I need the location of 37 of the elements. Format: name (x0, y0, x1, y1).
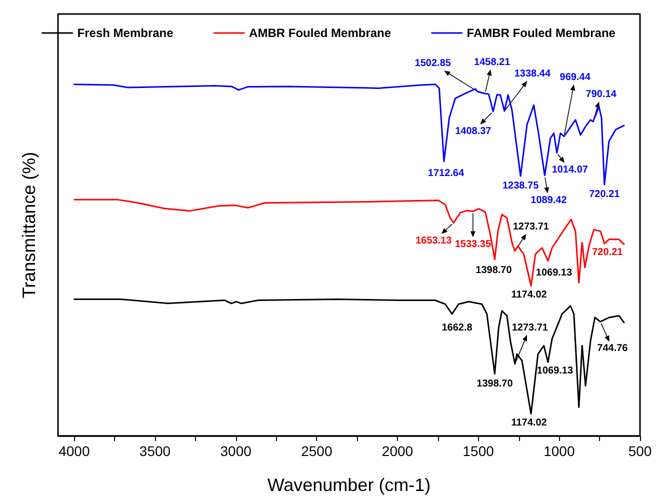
y-axis-title: Transmittance (%) (19, 152, 39, 298)
annotation: 1014.07 (552, 164, 588, 176)
x-tick-label: 3000 (220, 443, 252, 459)
annotation: 1662.8 (442, 322, 473, 334)
annotation: 1408.37 (455, 126, 492, 137)
annotation: 1069.13 (536, 366, 574, 377)
annotation: 720.21 (589, 189, 620, 200)
annotation: 1273.71 (512, 222, 550, 233)
annotation: 744.76 (597, 343, 628, 354)
annotation: 1069.13 (536, 267, 572, 278)
annotation: 1273.71 (512, 322, 548, 334)
x-tick-label: 2500 (301, 443, 332, 459)
annotation: 1458.21 (474, 56, 511, 68)
legend-label: FAMBR Fouled Membrane (466, 26, 616, 40)
annotation: 720.21 (592, 247, 624, 258)
annotation: 1338.44 (514, 68, 551, 80)
x-tick-label: 3500 (139, 443, 171, 459)
annotation: 1174.02 (511, 417, 548, 428)
annotation: 1653.13 (416, 235, 452, 246)
annotation: 1238.75 (502, 180, 540, 192)
annotation: 969.44 (560, 72, 591, 83)
annotation: 1398.70 (476, 378, 514, 390)
annotation: 1398.70 (476, 264, 512, 276)
x-tick-label: 500 (628, 443, 652, 459)
x-tick-label: 1500 (462, 443, 494, 459)
annotation: 1089.42 (530, 194, 568, 206)
x-tick-label: 4000 (58, 443, 90, 459)
annotation: 1712.64 (428, 168, 464, 179)
annotation: 1174.02 (511, 289, 548, 300)
legend-label: AMBR Fouled Membrane (249, 26, 392, 40)
legend-label: Fresh Membrane (77, 26, 174, 40)
x-tick-label: 2000 (382, 443, 414, 459)
x-tick-label: 1000 (544, 443, 575, 459)
x-axis-title: Wavenumber (cm-1) (267, 475, 431, 495)
annotation: 790.14 (586, 89, 617, 100)
annotation: 1533.35 (454, 238, 492, 250)
annotation: 1502.85 (414, 58, 452, 70)
